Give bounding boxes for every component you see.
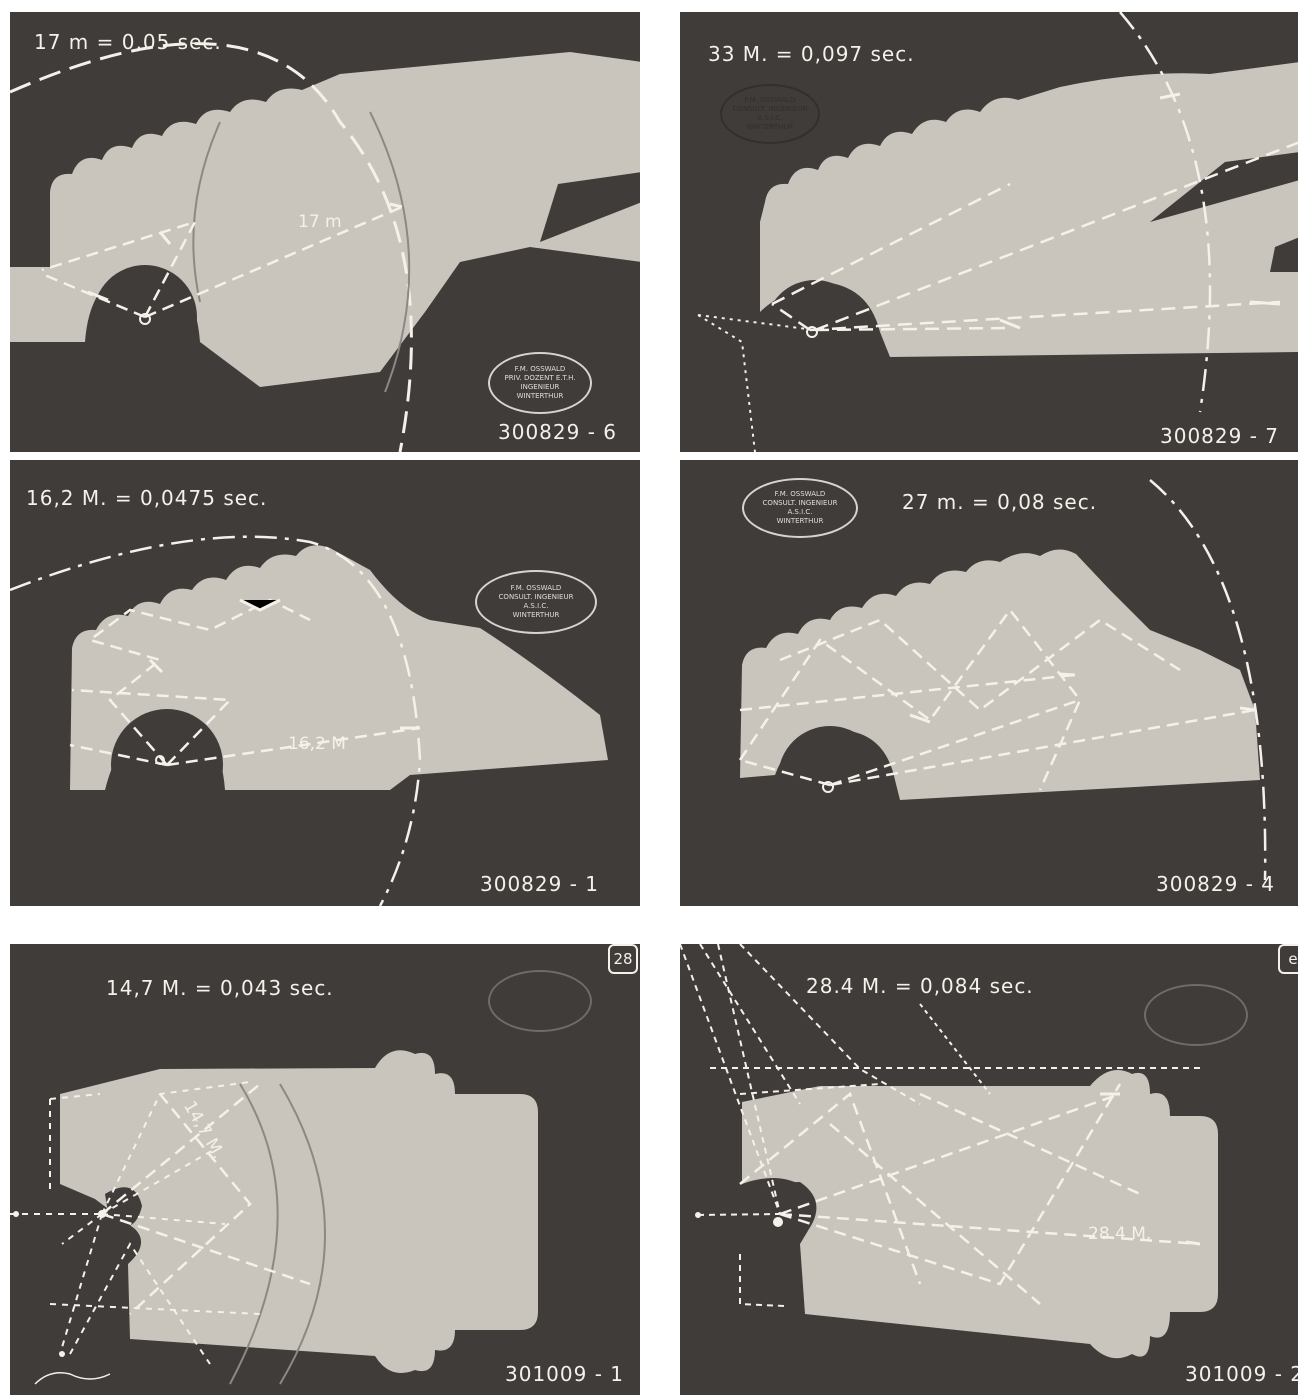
stamp-line: F.M. OSSWALD	[510, 584, 562, 592]
plate-2-number: 300829 - 7	[1160, 424, 1280, 448]
plate-6-caption: 28.4 M. = 0,084 sec.	[806, 974, 1034, 998]
plate-5-corner-mark: 28	[608, 944, 638, 974]
plate-1-stamp: F.M. OSSWALD PRIV. DOZENT E.T.H. INGENIE…	[488, 352, 592, 414]
stamp-line: WINTERTHUR	[776, 517, 824, 525]
plate-3-stamp: F.M. OSSWALD CONSULT. INGENIEUR A.S.I.C.…	[475, 570, 597, 634]
plate-4-stamp: F.M. OSSWALD CONSULT. INGENIEUR A.S.I.C.…	[742, 478, 858, 538]
photo-plate-3: 16,2 M. = 0,0475 sec. 16,2 M F.M. OSSWAL…	[10, 460, 640, 906]
photo-plate-5: 14,7 M. = 0,043 sec. 14,7 M. 28 301009 -…	[10, 944, 640, 1395]
hall-section-model	[760, 62, 1298, 357]
stamp-line: A.S.I.C.	[757, 114, 783, 122]
plate-4-number: 300829 - 4	[1156, 872, 1276, 896]
stamp-line: CONSULT. INGENIEUR	[732, 105, 808, 113]
stamp-line: F.M. OSSWALD	[514, 365, 566, 373]
plate-4-caption: 27 m. = 0,08 sec.	[902, 490, 1098, 514]
plate-6-number: 301009 - 2	[1185, 1362, 1298, 1386]
stamp-line: CONSULT. INGENIEUR	[498, 593, 574, 601]
hall-section-model	[740, 549, 1260, 800]
hall-section-model	[742, 1070, 1218, 1359]
plate-4-drawing	[738, 479, 1267, 881]
stamp-line: WINTERTHUR	[516, 392, 564, 400]
plate-3-drawing	[10, 535, 608, 906]
photo-plate-4: 27 m. = 0,08 sec. F.M. OSSWALD CONSULT. …	[680, 460, 1298, 906]
plate-3-number: 300829 - 1	[480, 872, 600, 896]
stamp-line: A.S.I.C.	[523, 602, 549, 610]
plate-3-caption: 16,2 M. = 0,0475 sec.	[26, 486, 268, 510]
plate-5-caption: 14,7 M. = 0,043 sec.	[106, 976, 334, 1000]
plate-5-drawing	[10, 1050, 538, 1385]
stamp-line: PRIV. DOZENT E.T.H.	[504, 374, 576, 382]
plate-3-distance-label: 16,2 M	[288, 734, 346, 754]
photo-plate-6: 28.4 M. = 0,084 sec. 28.4 M. e 301009 - …	[680, 944, 1298, 1395]
hall-section-model	[10, 52, 640, 387]
stamp-line: A.S.I.C.	[787, 508, 813, 516]
stamp-line: CONSULT. INGENIEUR	[762, 499, 838, 507]
plate-1-caption: 17 m = 0,05 sec.	[34, 30, 222, 54]
hall-section-model	[60, 1050, 538, 1373]
stamp-line: F.M. OSSWALD	[744, 96, 796, 104]
photo-plate-2: 33 M. = 0,097 sec. F.M. OSSWALD CONSULT.…	[680, 12, 1298, 452]
plate-2-stamp: F.M. OSSWALD CONSULT. INGENIEUR A.S.I.C.…	[720, 84, 820, 144]
plate-6-corner-mark: e	[1278, 944, 1298, 974]
stamp-line: WINTERTHUR	[512, 611, 560, 619]
plate-1-drawing	[10, 42, 640, 452]
photo-plate-1: 17 m = 0,05 sec. 17 m F.M. OSSWALD PRIV.…	[10, 12, 640, 452]
plate-5-stamp-faint	[488, 970, 592, 1032]
stamp-line: F.M. OSSWALD	[774, 490, 826, 498]
stamp-line: WINTERTHUR	[746, 123, 794, 131]
plate-6-stamp-faint	[1144, 984, 1248, 1046]
plate-6-drawing	[680, 944, 1218, 1359]
plate-2-caption: 33 M. = 0,097 sec.	[708, 42, 915, 66]
plate-2-drawing	[697, 12, 1298, 452]
plate-1-number: 300829 - 6	[498, 420, 618, 444]
plate-1-distance-label: 17 m	[298, 212, 342, 232]
stamp-line: INGENIEUR	[520, 383, 560, 391]
plate-6-distance-label: 28.4 M.	[1088, 1224, 1152, 1244]
plate-5-number: 301009 - 1	[505, 1362, 625, 1386]
